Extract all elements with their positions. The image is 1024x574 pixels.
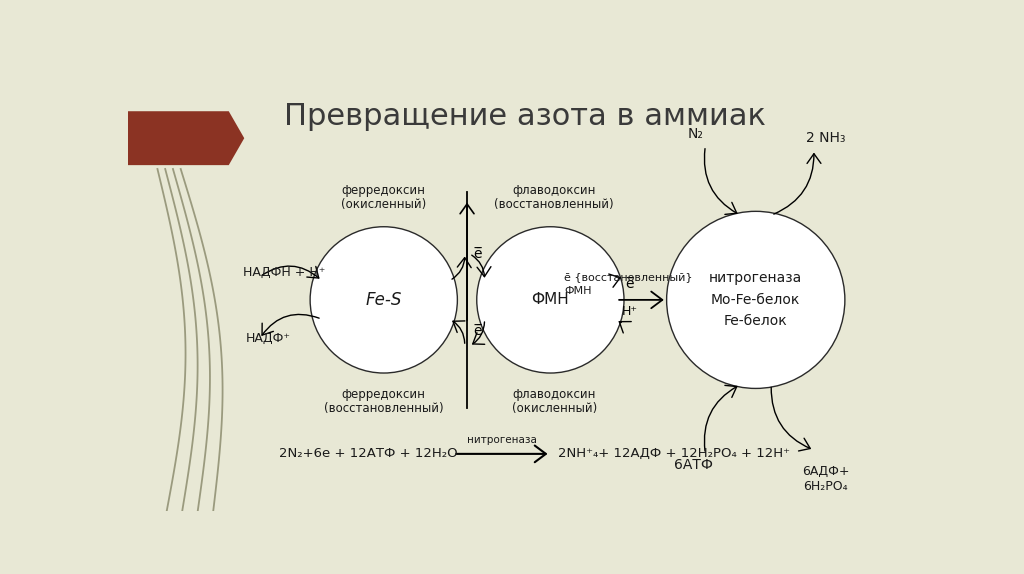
Text: (окисленный): (окисленный) [341,199,426,211]
Text: ферредоксин: ферредоксин [342,389,426,401]
Text: НАДФ⁺: НАДФ⁺ [246,332,291,345]
Circle shape [477,227,624,373]
Text: Fe-белок: Fe-белок [724,315,787,328]
Text: нитрогеназа: нитрогеназа [467,435,538,445]
Text: (окисленный): (окисленный) [512,402,597,416]
Circle shape [310,227,458,373]
Text: ē {восстановленный}: ē {восстановленный} [564,272,693,282]
Text: 2N₂+6e + 12АТФ + 12H₂O: 2N₂+6e + 12АТФ + 12H₂O [280,447,458,460]
Text: ФМН: ФМН [564,286,592,296]
Text: N₂: N₂ [687,127,703,141]
Text: Fe-S: Fe-S [366,291,402,309]
Text: (восстановленный): (восстановленный) [324,402,443,416]
Circle shape [667,211,845,389]
Text: Mo-Fe-белок: Mo-Fe-белок [711,293,801,307]
Text: 6АДФ+
6H₂PO₄: 6АДФ+ 6H₂PO₄ [802,466,849,494]
Text: 6АТФ: 6АТФ [674,459,714,472]
Polygon shape [128,111,245,165]
Text: НАДФН + Н⁺: НАДФН + Н⁺ [243,266,325,280]
Text: H⁺: H⁺ [622,305,637,318]
Text: ē̅: ē̅ [473,247,481,261]
Text: Превращение азота в аммиак: Превращение азота в аммиак [284,102,766,131]
Text: нитрогеназа: нитрогеназа [710,272,803,285]
Text: флаводоксин: флаводоксин [513,184,596,197]
Text: 2NH⁺₄+ 12АДФ + 12H₂PO₄ + 12H⁺: 2NH⁺₄+ 12АДФ + 12H₂PO₄ + 12H⁺ [558,447,791,460]
Text: (восстановленный): (восстановленный) [495,199,614,211]
Text: 2 NH₃: 2 NH₃ [806,131,845,145]
Text: ФМН: ФМН [531,292,569,308]
Text: флаводоксин: флаводоксин [513,389,596,401]
Text: ē̅: ē̅ [473,324,481,338]
Text: ферредоксин: ферредоксин [342,184,426,197]
Text: ē̅: ē̅ [626,277,634,292]
